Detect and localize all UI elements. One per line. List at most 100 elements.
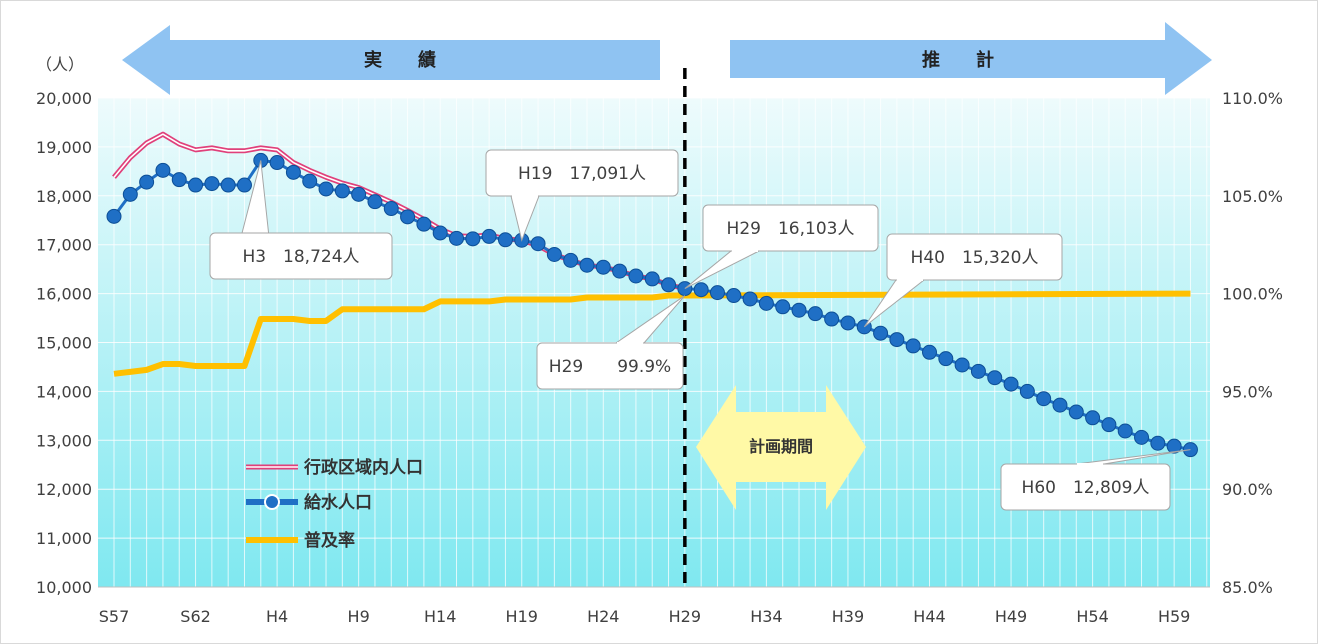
x-tick-label: H14 bbox=[424, 607, 456, 626]
served-population-point bbox=[1150, 435, 1166, 451]
callout: H29 99.9% bbox=[536, 295, 686, 390]
left-tick-label: 17,000 bbox=[36, 236, 92, 255]
right-tick-label: 100.0% bbox=[1222, 285, 1283, 304]
callout: H3 18,724人 bbox=[209, 160, 393, 280]
served-population-point bbox=[758, 295, 774, 311]
served-population-point bbox=[742, 291, 758, 307]
legend-served-label: 給水人口 bbox=[304, 492, 372, 513]
served-population-point bbox=[188, 177, 204, 193]
served-population-point bbox=[840, 315, 856, 331]
served-population-point bbox=[1003, 376, 1019, 392]
legend-admin-label: 行政区域内人口 bbox=[303, 457, 423, 478]
served-population-point bbox=[726, 288, 742, 304]
right-axis-ticks: 110.0% 105.0% 100.0% 95.0% 90.0% 85.0% bbox=[1222, 89, 1283, 597]
callout: H19 17,091人 bbox=[485, 149, 679, 242]
callout-text: H29 99.9% bbox=[549, 357, 671, 377]
callout: H40 15,320人 bbox=[863, 233, 1063, 328]
served-population-point bbox=[106, 208, 122, 224]
actual-arrow-shape bbox=[122, 25, 660, 95]
plan-period-label: 計画期間 bbox=[749, 437, 813, 456]
served-population-point bbox=[449, 230, 465, 246]
served-population-point bbox=[1166, 438, 1182, 454]
callout-text: H40 15,320人 bbox=[911, 248, 1039, 268]
series-layer bbox=[106, 68, 1198, 590]
x-tick-label: H34 bbox=[750, 607, 782, 626]
served-population-point bbox=[1101, 417, 1117, 433]
served-population-point bbox=[318, 181, 334, 197]
served-population-point bbox=[285, 164, 301, 180]
served-population-point bbox=[171, 172, 187, 188]
served-population-point bbox=[873, 325, 889, 341]
served-population-point bbox=[530, 236, 546, 252]
left-tick-label: 10,000 bbox=[36, 578, 92, 597]
left-tick-label: 11,000 bbox=[36, 529, 92, 548]
left-tick-label: 18,000 bbox=[36, 187, 92, 206]
served-population-point bbox=[367, 194, 383, 210]
forecast-arrow-label: 推 計 bbox=[922, 49, 994, 71]
left-tick-label: 16,000 bbox=[36, 285, 92, 304]
left-tick-label: 19,000 bbox=[36, 138, 92, 157]
left-tick-label: 12,000 bbox=[36, 480, 92, 499]
callout-box bbox=[702, 204, 879, 252]
served-population-point bbox=[612, 263, 628, 279]
callout-text: H60 12,809人 bbox=[1022, 478, 1150, 498]
served-population-point bbox=[236, 177, 252, 193]
served-population-point bbox=[987, 370, 1003, 386]
callout: H29 16,103人 bbox=[684, 204, 879, 290]
actual-arrow-label: 実 績 bbox=[364, 49, 436, 71]
callout-text: H29 16,103人 bbox=[727, 219, 855, 239]
served-population-point bbox=[269, 155, 285, 171]
x-tick-label: H49 bbox=[995, 607, 1027, 626]
served-population-point bbox=[1117, 423, 1133, 439]
served-population-point bbox=[383, 201, 399, 217]
served-population-point bbox=[628, 268, 644, 284]
served-population-point bbox=[1068, 404, 1084, 420]
served-population-point bbox=[416, 216, 432, 232]
right-tick-label: 95.0% bbox=[1222, 382, 1273, 401]
x-tick-label: H44 bbox=[913, 607, 945, 626]
served-population-point bbox=[905, 338, 921, 354]
served-population-point bbox=[709, 285, 725, 301]
x-tick-label: H39 bbox=[832, 607, 864, 626]
callout-box bbox=[485, 149, 679, 197]
served-population-point bbox=[807, 306, 823, 322]
served-population-point bbox=[970, 363, 986, 379]
served-population-point bbox=[351, 186, 367, 202]
served-population-point bbox=[334, 183, 350, 199]
served-population-point bbox=[579, 257, 595, 273]
legend-served-marker bbox=[264, 494, 280, 510]
callout-box bbox=[209, 232, 393, 280]
served-population-point bbox=[122, 186, 138, 202]
served-population-point bbox=[889, 332, 905, 348]
served-population-point bbox=[824, 311, 840, 327]
left-tick-label: 20,000 bbox=[36, 89, 92, 108]
served-population-point bbox=[1036, 391, 1052, 407]
served-population-point bbox=[400, 209, 416, 225]
served-population-point bbox=[204, 176, 220, 192]
callout-text: H3 18,724人 bbox=[242, 247, 359, 267]
y-unit-label: （人） bbox=[36, 55, 84, 74]
x-tick-label: H59 bbox=[1158, 607, 1190, 626]
x-tick-label: H4 bbox=[266, 607, 288, 626]
served-population-point bbox=[302, 173, 318, 189]
served-population-point bbox=[155, 162, 171, 178]
x-tick-label: H9 bbox=[348, 607, 370, 626]
x-tick-label: H19 bbox=[506, 607, 538, 626]
served-population-point bbox=[432, 225, 448, 241]
legend-coverage-label: 普及率 bbox=[304, 530, 355, 551]
right-tick-label: 85.0% bbox=[1222, 578, 1273, 597]
served-population-point bbox=[563, 252, 579, 268]
right-tick-label: 90.0% bbox=[1222, 480, 1273, 499]
left-axis-ticks: 20,000 19,000 18,000 17,000 16,000 15,000 14,0… bbox=[36, 89, 92, 597]
left-tick-label: 14,000 bbox=[36, 382, 92, 401]
served-population-point bbox=[497, 232, 513, 248]
coverage-line bbox=[113, 290, 1191, 377]
x-tick-label: H29 bbox=[669, 607, 701, 626]
callout-box bbox=[886, 233, 1063, 281]
served-population-point bbox=[791, 302, 807, 318]
served-population-point bbox=[1052, 397, 1068, 413]
served-population-point bbox=[1085, 410, 1101, 426]
callouts: H3 18,724人 H19 17,091人 H29 16,103人 H40 15,3… bbox=[209, 149, 1191, 511]
